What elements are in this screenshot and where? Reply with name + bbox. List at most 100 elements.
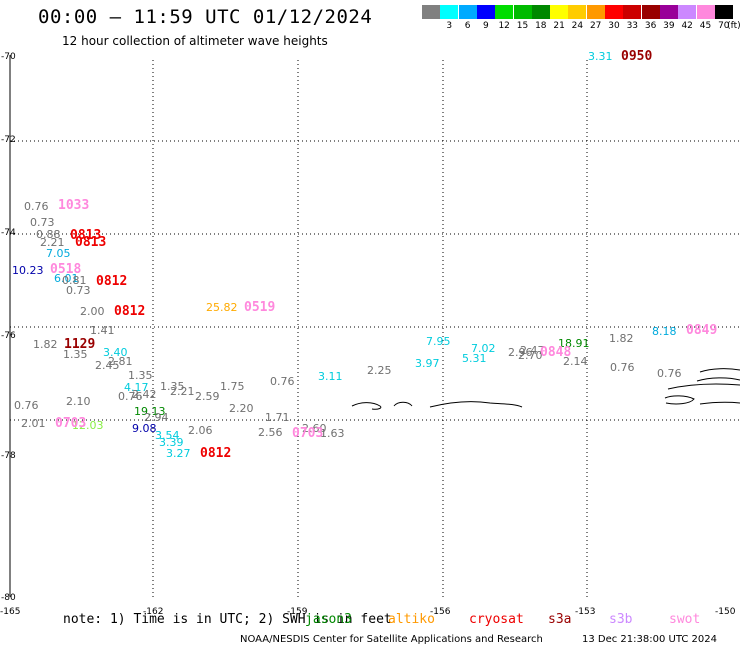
wave-height-value: 2.06 [188,424,213,437]
page-title: 00:00 — 11:59 UTC 01/12/2024 [38,6,373,28]
wave-height-value: 3.54 [155,429,180,442]
wave-height-value: 1.63 [320,427,345,440]
wave-height-value: 2.42 [132,388,157,401]
colorbar-unit: (ft) [727,21,740,31]
wave-height-value: 2.25 [367,364,392,377]
pass-time-label: 0518 [50,262,82,277]
wave-height-value: 1.35 [160,380,185,393]
coastline-segment [699,401,740,405]
coastline [351,368,740,410]
coastline-segment [351,402,382,410]
colorbar-swatch [531,5,550,19]
colorbar-swatch [696,5,715,19]
wave-height-value: 3.11 [318,370,343,383]
wave-height-value: 3.40 [103,346,128,359]
coastline-segment [429,401,523,408]
wave-height-value: 6.01 [54,272,79,285]
colorbar-tick-label: 18 [535,21,547,31]
pass-time-label: 0812 [114,304,146,319]
pass-time-label: 0813 [75,235,107,250]
colorbar-tick-label: 33 [626,21,639,31]
wave-height-value: 12.03 [72,419,104,432]
wave-height-value: 0.81 [62,274,87,287]
wave-height-value: 10.23 [12,264,44,277]
wave-height-value: 0.76 [24,200,49,213]
wave-height-value: 0.76 [118,390,143,403]
colorbar-tick-label: 24 [571,21,584,31]
latitude-label: -78 [1,451,16,461]
colorbar-tick-label: 30 [608,21,620,31]
latitude-label: -74 [1,228,16,238]
wave-height-value: 0.73 [66,284,91,297]
wave-height-value: 2.20 [229,402,254,415]
wave-height-value: 1.71 [265,411,290,424]
pass-time-label: 0812 [200,446,232,461]
wave-height-value: 2.10 [66,395,91,408]
pass-time-label: 0813 [70,228,102,243]
wave-height-value: 0.88 [36,228,61,241]
coastline-segment [699,368,740,373]
wave-height-value: 2.45 [95,359,120,372]
wave-height-value: 0.73 [30,216,55,229]
colorbar-tick-label: 15 [516,21,529,31]
colorbar-swatch [623,5,642,19]
colorbar-tick-label: 42 [681,21,693,31]
colorbar-swatch [568,5,587,19]
wave-height-value: 1.75 [220,380,245,393]
pass-time-label: 0703 [55,416,87,431]
colorbar-swatch [458,5,477,19]
latitude-label: -72 [1,135,16,145]
colorbar-swatch [422,5,440,19]
colorbar-tick-label: 27 [589,21,602,31]
colorbar-swatch [440,5,459,19]
colorbar-swatch [659,5,678,19]
longitude-label: -150 [715,607,736,617]
colorbar-swatch [495,5,514,19]
colorbar-tick-label: 3 [446,21,453,31]
colorbar-swatch [513,5,532,19]
wave-height-value: 25.82 [206,301,238,314]
wave-height-value: 1.35 [128,369,153,382]
wave-height-value: 0.76 [270,375,295,388]
wave-height-value: 2.21 [170,385,195,398]
satellite-legend-item: swot [669,612,701,627]
colorbar-tick-label: 12 [498,21,510,31]
colorbar-swatch [678,5,697,19]
footer-credit: NOAA/NESDIS Center for Satellite Applica… [240,634,543,645]
longitude-label: -153 [575,607,596,617]
latitude-label: -76 [1,331,16,341]
pass-time-label: 0849 [686,323,718,338]
pass-time-label: 0812 [96,274,128,289]
longitude-label: -159 [287,607,308,617]
footer-timestamp: 13 Dec 21:38:00 UTC 2024 [582,634,717,645]
wave-height-value: 2.96 [508,346,533,359]
wave-height-value: 7.95 [426,335,451,348]
wave-height-value: 1.41 [90,324,115,337]
pass-time-label: 0848 [540,345,572,360]
wave-height-value: 2.94 [144,411,169,424]
pass-time-label: 1129 [64,337,96,352]
wave-height-value: 5.31 [462,352,487,365]
wave-height-value: 2.70 [518,349,543,362]
pass-time-label: 0950 [621,49,653,64]
pass-time-label: 1033 [58,198,90,213]
wave-height-value: 2.14 [563,355,588,368]
colorbar-tick-label: 36 [644,21,657,31]
wave-height-value: 2.21 [40,236,65,249]
latitude-label: -70 [1,52,16,62]
wave-height-value: 2.01 [21,417,46,430]
satellite-legend-item: cryosat [469,612,524,627]
wave-height-value: 7.05 [46,247,71,260]
longitude-label: -165 [0,607,21,617]
colorbar-tick-label: 9 [483,21,489,31]
satellite-legend-item: s3b [609,612,633,627]
colorbar-swatch [641,5,660,19]
wave-height-value: 9.08 [132,422,157,435]
wave-height-value: 19.13 [134,405,166,418]
wave-height-value: 4.17 [124,381,149,394]
note-text: note: 1) Time is in UTC; 2) SWH is in fe… [63,612,392,627]
coastline-segment [393,401,413,407]
coastline-segment [696,377,740,382]
wave-height-value: 1.82 [33,338,58,351]
